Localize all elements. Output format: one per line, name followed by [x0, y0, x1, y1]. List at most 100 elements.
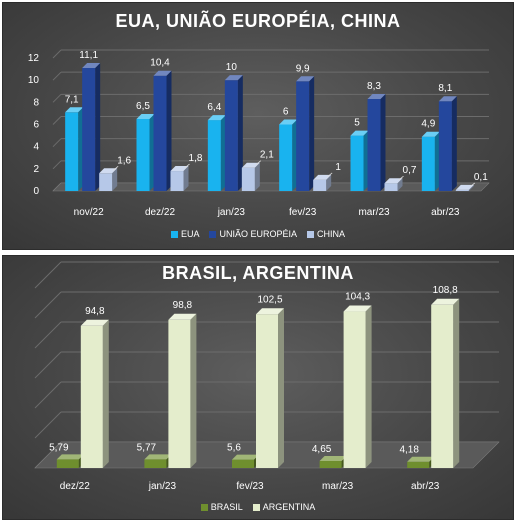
legend-swatch	[307, 231, 314, 238]
bar-argentina	[343, 305, 372, 468]
gridline	[52, 49, 62, 59]
bar-argentina	[256, 308, 284, 468]
data-label: 98,8	[173, 300, 193, 311]
legend-item: CHINA	[307, 229, 345, 239]
x-tick-label: mar/23	[322, 481, 354, 492]
gridline	[34, 291, 62, 319]
y-tick-label: 6	[33, 120, 39, 131]
data-label: 108,8	[433, 285, 458, 296]
data-label: 8,3	[367, 81, 381, 92]
bar-eua	[421, 131, 440, 191]
data-label: 4,65	[312, 444, 332, 455]
bar-eua	[279, 119, 298, 191]
data-label: 5,79	[49, 442, 69, 453]
leader-line	[255, 160, 262, 166]
data-label: 5,77	[137, 442, 157, 453]
gridline	[34, 261, 62, 289]
bar-brasil	[56, 454, 84, 468]
data-label: 1,8	[189, 153, 203, 164]
bar-china	[170, 166, 189, 191]
data-label: 104,3	[345, 292, 370, 303]
x-tick-label: abr/23	[431, 207, 460, 218]
data-label: 2,1	[260, 150, 274, 161]
data-label: 4,18	[399, 445, 419, 456]
chart-panel-brasil-argentina: BRASIL, ARGENTINA 5,79 94,8 dez/22 5,77 98,8…	[2, 255, 514, 520]
bar-eua	[136, 113, 155, 191]
legend-swatch	[252, 504, 260, 511]
bar-china	[455, 184, 474, 191]
legend-item: EUA	[170, 229, 199, 239]
x-tick-label: dez/22	[145, 207, 175, 218]
x-tick-label: jan/23	[148, 481, 177, 492]
chart-title: EUA, UNIÃO EUROPÉIA, CHINA	[115, 11, 401, 31]
x-tick-label: fev/23	[289, 207, 317, 218]
chart-legend: EUA UNIÃO EUROPÉIA CHINA	[3, 229, 513, 239]
bar-eua	[207, 115, 226, 191]
gridline	[34, 321, 62, 349]
y-tick-label: 10	[28, 75, 40, 86]
bar-china	[99, 168, 118, 191]
gridline	[34, 381, 62, 409]
data-label: 8,1	[438, 83, 452, 94]
data-label: 1	[335, 162, 341, 173]
legend-label: BRASIL	[210, 502, 243, 512]
y-tick-label: 2	[33, 164, 39, 175]
data-label: 1,6	[117, 155, 131, 166]
data-label: 10,4	[150, 58, 170, 69]
data-label: 6	[283, 107, 289, 118]
bar-argentina	[431, 298, 460, 468]
leader-line	[112, 165, 119, 171]
x-tick-label: nov/22	[74, 207, 104, 218]
bar-brasil	[319, 456, 347, 468]
bar-uni-o-europ-ia	[367, 94, 386, 191]
bar-brasil	[407, 456, 435, 468]
bar-argentina	[168, 313, 197, 468]
bar-uni-o-europ-ia	[224, 75, 243, 191]
bar-uni-o-europ-ia	[438, 96, 457, 191]
legend-item: ARGENTINA	[252, 502, 315, 512]
legend-label: CHINA	[317, 229, 346, 239]
y-tick-label: 8	[33, 97, 39, 108]
x-tick-label: jan/23	[217, 207, 246, 218]
chart-panel-eua-ue-china: EUA, UNIÃO EUROPÉIA, CHINA 0 2 4 6 8 10 12 7,1 1…	[2, 2, 514, 250]
data-label: 0,7	[403, 165, 417, 176]
chart-plot-area: 5,79 94,8 dez/22 5,77 98,8 jan/23 5,6 102,5 fev/…	[34, 261, 500, 492]
bar-china	[241, 162, 260, 191]
bar-argentina	[80, 319, 109, 468]
leader-line	[398, 175, 404, 181]
gridline	[52, 138, 62, 148]
x-tick-label: mar/23	[358, 207, 390, 218]
legend-label: UNIÃO EUROPÉIA	[219, 229, 297, 239]
y-tick-label: 0	[33, 186, 39, 197]
legend-swatch	[209, 231, 217, 238]
y-tick-label: 12	[28, 53, 40, 64]
data-label: 6,5	[136, 101, 150, 112]
bar-brasil	[232, 454, 259, 468]
legend-item: BRASIL	[200, 502, 243, 512]
data-label: 6,4	[207, 102, 221, 113]
x-tick-label: dez/22	[60, 481, 90, 492]
bar-uni-o-europ-ia	[296, 76, 315, 191]
gridline	[52, 93, 62, 103]
gridline	[52, 160, 62, 170]
data-label: 9,9	[296, 63, 310, 74]
bar-uni-o-europ-ia	[153, 70, 172, 191]
data-label: 5,6	[227, 443, 241, 454]
data-label: 94,8	[85, 306, 105, 317]
data-label: 7,1	[65, 94, 79, 105]
bar-brasil	[144, 454, 172, 468]
legend-swatch	[200, 504, 208, 511]
x-tick-label: fev/23	[236, 481, 264, 492]
data-label: 4,9	[421, 119, 435, 130]
x-tick-label: abr/23	[411, 481, 440, 492]
bar-china	[313, 174, 332, 191]
chart-legend: BRASIL ARGENTINA	[3, 502, 513, 512]
data-label: 102,5	[257, 294, 282, 305]
leader-line	[184, 163, 190, 169]
gridline	[52, 71, 62, 81]
chart-plot-area: 0 2 4 6 8 10 12 7,1 11,1 1,6 nov/22 6,5 10,4 1,8 dez/2…	[28, 49, 490, 218]
bar-china	[384, 178, 403, 191]
data-label: 10	[226, 62, 238, 73]
gridline	[34, 411, 62, 439]
leader-line	[326, 172, 333, 178]
